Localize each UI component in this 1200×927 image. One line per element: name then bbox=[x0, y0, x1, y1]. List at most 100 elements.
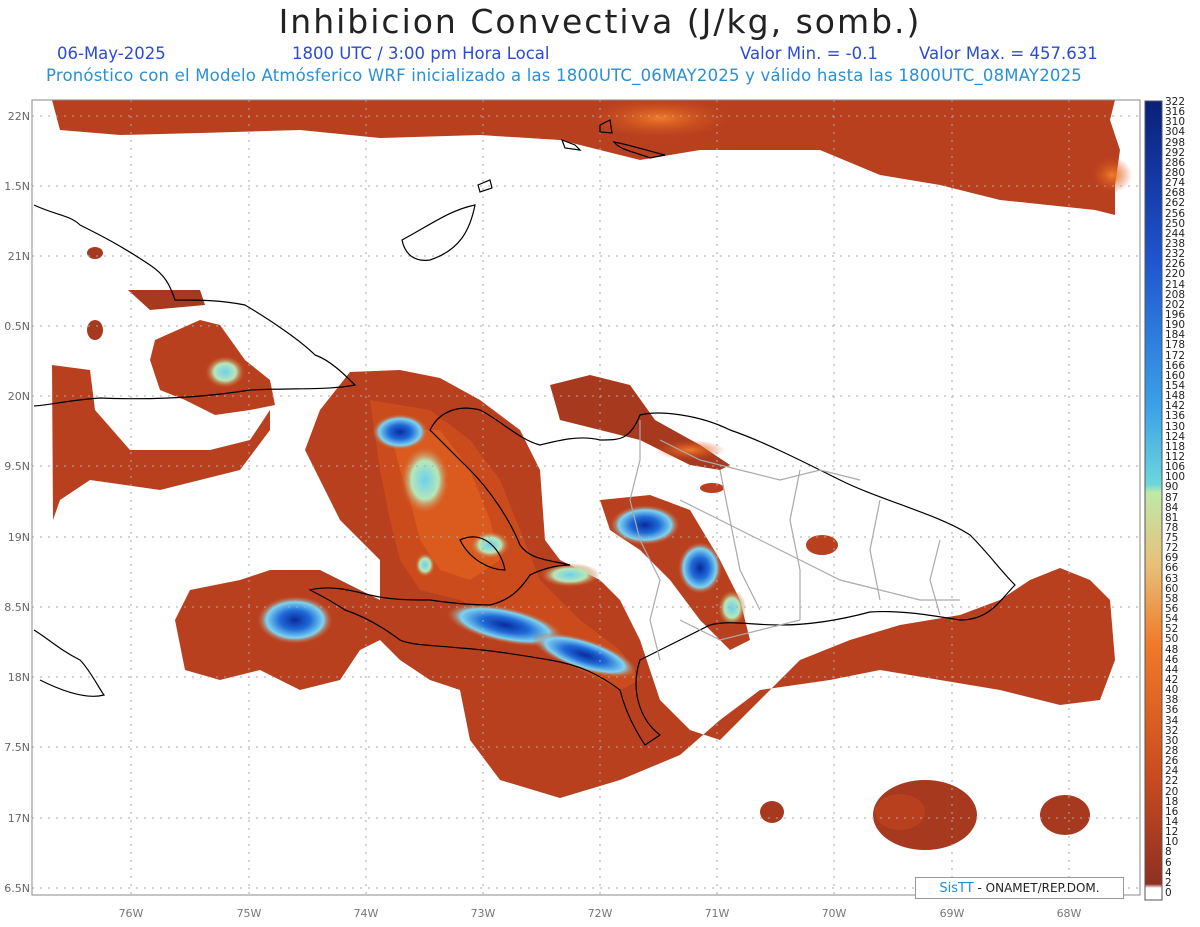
colorbar-tick-label: 304 bbox=[1165, 126, 1186, 139]
colorbar-tick-label: 166 bbox=[1165, 359, 1186, 372]
colorbar-tick-label: 69 bbox=[1165, 552, 1179, 565]
graticule bbox=[32, 100, 1140, 895]
colorbar-tick-label: 106 bbox=[1165, 461, 1186, 474]
colorbar-tick-label: 280 bbox=[1165, 166, 1186, 179]
colorbar-tick-label: 4 bbox=[1165, 866, 1172, 879]
colorbar-tick-label: 78 bbox=[1165, 521, 1179, 534]
lat-label: 22N bbox=[7, 110, 30, 123]
lon-label: 72W bbox=[587, 907, 613, 920]
colorbar-tick-label: 42 bbox=[1165, 674, 1179, 687]
lat-label: 7.5N bbox=[4, 741, 30, 754]
colorbar-tick-label: 244 bbox=[1165, 227, 1186, 240]
colorbar-tick-label: 154 bbox=[1165, 379, 1186, 392]
colorbar-tick-label: 32 bbox=[1165, 724, 1179, 737]
colorbar-tick-label: 20 bbox=[1165, 785, 1179, 798]
colorbar-tick-label: 8 bbox=[1165, 846, 1172, 859]
lat-label: 20N bbox=[7, 390, 30, 403]
colorbar-tick-label: 136 bbox=[1165, 410, 1186, 423]
colorbar-tick-label: 66 bbox=[1165, 562, 1179, 575]
colorbar-tick-label: 226 bbox=[1165, 258, 1186, 271]
lat-label: 19N bbox=[7, 531, 30, 544]
colorbar-tick-label: 100 bbox=[1165, 471, 1186, 484]
colorbar-tick-label: 44 bbox=[1165, 663, 1179, 676]
colorbar-tick-label: 63 bbox=[1165, 572, 1179, 585]
date-label: 06-May-2025 bbox=[57, 44, 166, 63]
time-label: 1800 UTC / 3:00 pm Hora Local bbox=[292, 44, 550, 63]
credit-text: - ONAMET/REP.DOM. bbox=[973, 881, 1100, 895]
lon-label: 76W bbox=[118, 907, 144, 920]
colorbar-tick-label: 310 bbox=[1165, 116, 1186, 129]
lon-label: 74W bbox=[353, 907, 379, 920]
colorbar bbox=[1144, 100, 1163, 901]
colorbar-tick-label: 12 bbox=[1165, 826, 1179, 839]
colorbar-tick-label: 84 bbox=[1165, 501, 1179, 514]
cin-region-cuba bbox=[128, 290, 205, 310]
colorbar-tick-label: 38 bbox=[1165, 694, 1179, 707]
colorbar-tick-label: 0 bbox=[1165, 887, 1172, 899]
lat-label: 0.5N bbox=[4, 320, 30, 333]
colorbar-tick-label: 72 bbox=[1165, 542, 1179, 555]
colorbar-tick-label: 214 bbox=[1165, 278, 1186, 291]
colorbar-tick-label: 40 bbox=[1165, 684, 1179, 697]
lat-label: 17N bbox=[7, 812, 30, 825]
colorbar-tick-label: 298 bbox=[1165, 136, 1186, 149]
colorbar-tick-label: 46 bbox=[1165, 653, 1179, 666]
colorbar-tick-label: 160 bbox=[1165, 369, 1186, 382]
colorbar-tick-label: 292 bbox=[1165, 146, 1186, 159]
brand-logo: SisTT bbox=[939, 881, 974, 896]
coastlines bbox=[33, 119, 1016, 746]
colorbar-tick-label: 90 bbox=[1165, 481, 1179, 494]
lat-label: 8.5N bbox=[4, 601, 30, 614]
colorbar-tick-label: 142 bbox=[1165, 400, 1186, 413]
colorbar-tick-label: 26 bbox=[1165, 755, 1179, 768]
colorbar-tick-label: 274 bbox=[1165, 177, 1186, 190]
lon-label: 70W bbox=[821, 907, 847, 920]
colorbar-tick-label: 24 bbox=[1165, 765, 1179, 778]
colorbar-tick-label: 75 bbox=[1165, 532, 1179, 545]
colorbar-tick-label: 322 bbox=[1165, 96, 1186, 108]
colorbar-tick-label: 172 bbox=[1165, 349, 1186, 362]
lon-label: 75W bbox=[236, 907, 262, 920]
lon-label: 71W bbox=[704, 907, 730, 920]
colorbar-tick-label: 10 bbox=[1165, 836, 1179, 849]
colorbar-tick-label: 238 bbox=[1165, 237, 1186, 250]
colorbar-tick-label: 112 bbox=[1165, 450, 1186, 463]
colorbar-tick-label: 130 bbox=[1165, 420, 1186, 433]
colorbar-tick-label: 256 bbox=[1165, 207, 1186, 220]
colorbar-tick-label: 30 bbox=[1165, 734, 1179, 747]
colorbar-tick-label: 196 bbox=[1165, 308, 1186, 321]
colorbar-tick-label: 22 bbox=[1165, 775, 1179, 788]
colorbar-tick-label: 202 bbox=[1165, 298, 1186, 311]
province-borders bbox=[629, 420, 960, 661]
colorbar-tick-label: 58 bbox=[1165, 592, 1179, 605]
colorbar-tick-label: 262 bbox=[1165, 197, 1186, 210]
colorbar-tick-label: 36 bbox=[1165, 704, 1179, 717]
plot-border bbox=[31, 99, 1141, 896]
colorbar-tick-label: 184 bbox=[1165, 329, 1186, 342]
forecast-note: Pronóstico con el Modelo Atmósferico WRF… bbox=[46, 66, 1083, 85]
colorbar-tick-label: 208 bbox=[1165, 288, 1186, 301]
colorbar-tick-label: 60 bbox=[1165, 582, 1179, 595]
colorbar-tick-label: 28 bbox=[1165, 745, 1179, 758]
cin-band-north bbox=[52, 100, 1120, 215]
colorbar-tick-label: 118 bbox=[1165, 440, 1186, 453]
min-value-label: Valor Min. = -0.1 bbox=[740, 44, 878, 63]
lat-label: 18N bbox=[7, 671, 30, 684]
colorbar-tick-label: 14 bbox=[1165, 816, 1179, 828]
colorbar-tick-label: 52 bbox=[1165, 623, 1179, 636]
colorbar-tick-label: 232 bbox=[1165, 248, 1186, 261]
lon-label: 73W bbox=[470, 907, 496, 920]
colorbar-tick-label: 220 bbox=[1165, 268, 1186, 281]
colorbar-tick-label: 250 bbox=[1165, 217, 1186, 230]
colorbar-tick-label: 48 bbox=[1165, 643, 1179, 656]
shaded-field bbox=[32, 100, 1140, 895]
colorbar-tick-label: 124 bbox=[1165, 430, 1186, 443]
colorbar-tick-label: 50 bbox=[1165, 633, 1179, 646]
lat-label: 9.5N bbox=[4, 460, 30, 473]
colorbar-tick-label: 178 bbox=[1165, 339, 1186, 352]
colorbar-tick-label: 87 bbox=[1165, 491, 1179, 504]
colorbar-tick-label: 56 bbox=[1165, 603, 1179, 616]
colorbar-tick-label: 34 bbox=[1165, 714, 1179, 727]
colorbar-tick-label: 54 bbox=[1165, 613, 1179, 626]
